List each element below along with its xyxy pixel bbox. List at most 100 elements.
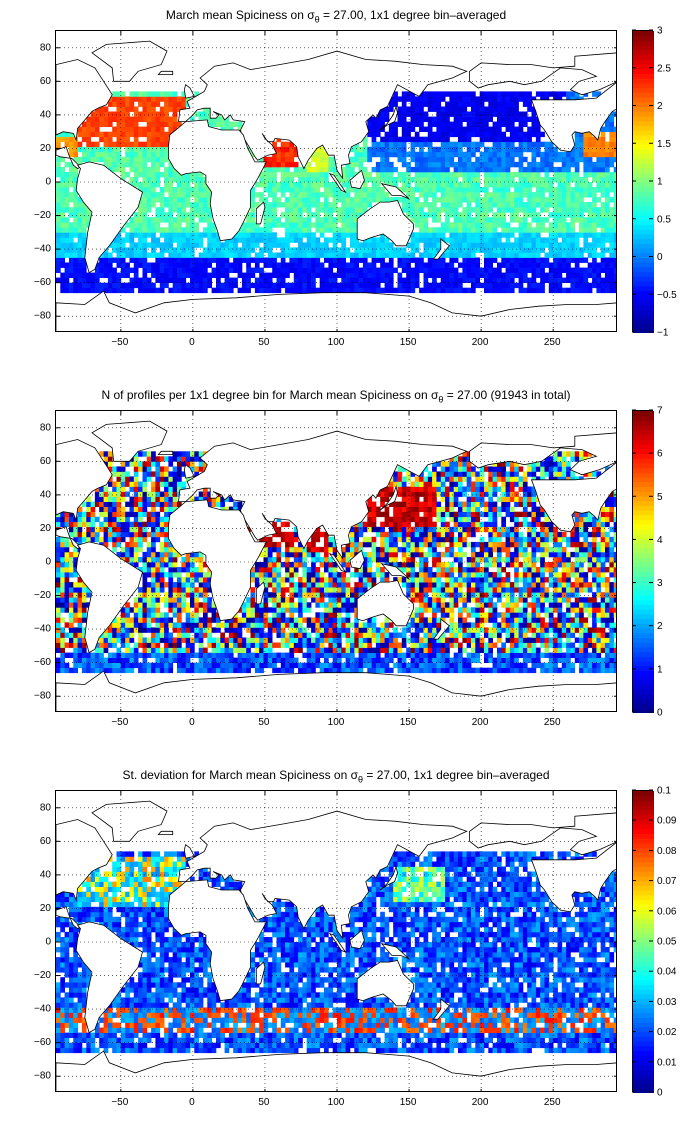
data-cell (466, 207, 472, 213)
data-cell (540, 267, 545, 273)
data-cell (250, 227, 256, 233)
data-cell (475, 217, 480, 223)
data-cell (540, 227, 545, 233)
data-cell (509, 151, 515, 158)
data-cell (220, 622, 225, 628)
data-cell (548, 202, 554, 208)
data-cell (254, 267, 260, 273)
data-cell (107, 531, 113, 538)
data-cell (194, 451, 199, 457)
data-cell (298, 207, 303, 213)
data-cell (384, 111, 390, 117)
data-cell (566, 161, 571, 168)
data-cell (164, 557, 169, 563)
data-cell (505, 202, 511, 208)
data-cell (120, 506, 126, 512)
data-cell (397, 197, 403, 203)
data-cell (190, 187, 195, 193)
data-cell (535, 202, 541, 208)
data-cell (120, 252, 126, 258)
data-cell (164, 667, 169, 674)
data-cell (81, 657, 87, 663)
data-cell (367, 192, 372, 198)
data-cell (151, 252, 156, 258)
data-cell (315, 287, 321, 294)
data-cell (514, 247, 519, 253)
map-plot[interactable] (55, 30, 617, 332)
data-cell (155, 607, 161, 613)
data-cell (94, 287, 100, 294)
data-cell (216, 257, 221, 263)
data-cell (64, 652, 70, 658)
data-cell (86, 282, 91, 289)
data-cell (302, 227, 308, 233)
data-cell (159, 567, 165, 573)
data-cell (449, 202, 455, 208)
data-cell (298, 166, 303, 173)
data-cell (259, 602, 264, 608)
data-cell (587, 166, 593, 173)
data-cell (501, 166, 506, 173)
data-cell (436, 96, 442, 102)
data-cell (203, 667, 208, 674)
data-cell (181, 227, 187, 233)
data-cell (432, 136, 437, 143)
data-cell (548, 146, 554, 153)
data-cell (285, 282, 290, 289)
data-cell (194, 187, 199, 193)
data-cell (328, 267, 334, 273)
data-cell (544, 91, 550, 97)
data-cell (449, 171, 455, 178)
data-cell (181, 451, 187, 457)
data-cell (103, 486, 109, 492)
data-cell (384, 106, 390, 112)
data-cell (94, 491, 100, 497)
data-cell (596, 136, 602, 143)
data-cell (527, 222, 532, 228)
data-cell (302, 177, 308, 183)
data-cell (527, 171, 532, 178)
data-cell (164, 177, 169, 183)
data-cell (220, 121, 225, 127)
data-cell (211, 652, 217, 658)
data-cell (302, 171, 308, 178)
y-tick-label: 80 (40, 42, 52, 53)
data-cell (64, 197, 70, 203)
data-cell (527, 182, 532, 188)
data-cell (440, 197, 446, 203)
data-cell (211, 667, 217, 674)
data-cell (293, 282, 299, 289)
data-cell (207, 227, 212, 233)
data-cell (570, 217, 576, 223)
data-cell (367, 242, 372, 248)
data-cell (406, 197, 411, 203)
data-cell (509, 247, 515, 253)
data-cell (112, 657, 117, 663)
data-cell (548, 247, 554, 253)
data-cell (190, 597, 195, 603)
data-cell (488, 96, 493, 102)
map-plot[interactable] (55, 410, 617, 712)
data-cell (319, 232, 325, 238)
data-cell (60, 541, 65, 548)
data-cell (263, 582, 269, 588)
data-cell (250, 617, 256, 623)
data-cell (181, 247, 187, 253)
data-cell (579, 197, 584, 203)
data-cell (259, 282, 264, 289)
data-cell (484, 287, 489, 294)
data-cell (56, 267, 61, 273)
data-cell (198, 207, 204, 213)
data-cell (246, 252, 251, 258)
data-cell (129, 521, 135, 528)
data-cell (211, 602, 217, 608)
data-cell (60, 662, 65, 669)
data-cell (177, 587, 182, 593)
data-cell (190, 551, 195, 558)
data-cell (263, 536, 269, 543)
data-cell (272, 222, 277, 228)
data-cell (492, 242, 498, 248)
data-cell (142, 182, 148, 188)
data-cell (207, 257, 212, 263)
data-cell (56, 541, 61, 548)
